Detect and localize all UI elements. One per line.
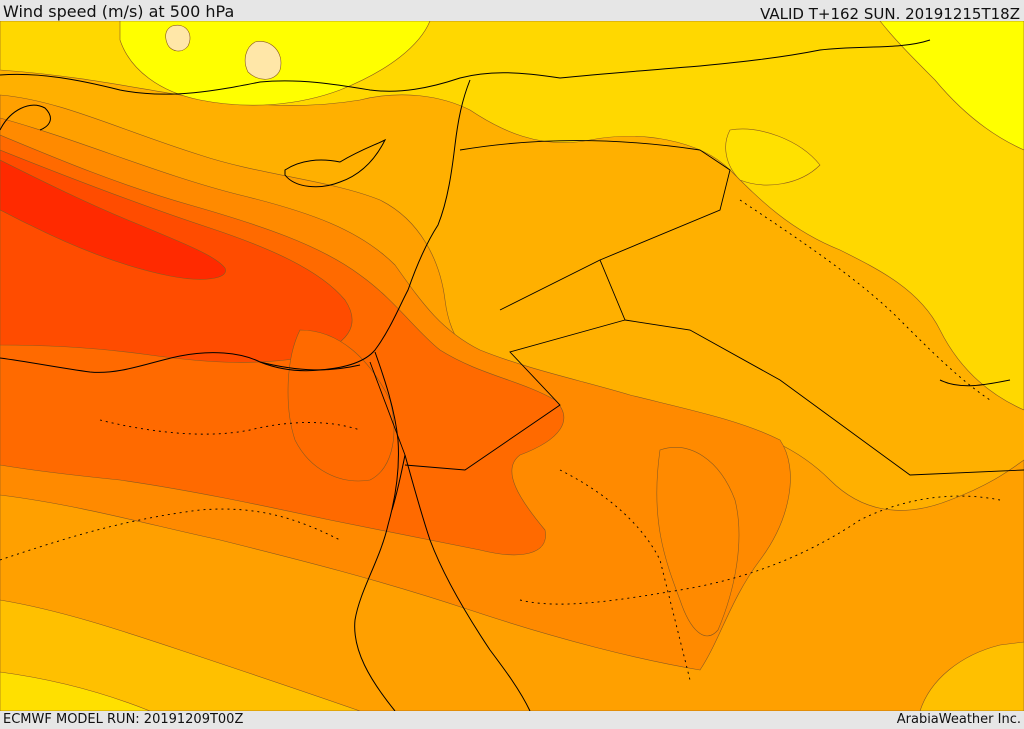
- wind-band-ne-bright: [879, 21, 1024, 151]
- border-iraq-saudi: [624, 319, 1024, 476]
- header-bar: Wind speed (m/s) at 500 hPa VALID T+162 …: [0, 0, 1024, 23]
- coastline-turkey: [0, 39, 931, 95]
- coastline-red-sea-east: [404, 454, 531, 711]
- coastline-africa-north: [0, 79, 471, 373]
- coastline-cyprus: [284, 138, 387, 188]
- border-jordan-saudi: [404, 319, 626, 471]
- region-borders: [0, 199, 1001, 681]
- coastline-gulf-of-aqaba: [391, 454, 406, 511]
- wind-speed-contour-map: [0, 21, 1024, 711]
- wind-cell-pale-2: [165, 24, 191, 52]
- wind-speed-map: [0, 21, 1024, 711]
- model-run-label: ECMWF MODEL RUN: 20191209T00Z: [3, 712, 244, 727]
- country-borders: [369, 140, 1024, 476]
- border-dotted-3: [559, 469, 691, 681]
- wind-patch-ne-yellow: [725, 128, 821, 186]
- coastline-gulf-of-suez: [354, 351, 399, 711]
- wind-core-max: [0, 159, 226, 280]
- valid-time-label: VALID T+162 SUN. 20191215T18Z: [760, 5, 1020, 23]
- wind-patch-central-land: [287, 329, 395, 482]
- coastline-sinai-north: [259, 361, 361, 371]
- wind-band-se-yellow: [919, 641, 1024, 711]
- wind-band-south-bright: [0, 671, 151, 711]
- coastline-gulf-head: [939, 379, 1011, 387]
- wind-patch-east: [656, 447, 740, 637]
- coastline-aegean: [0, 104, 51, 131]
- border-dotted-5: [99, 419, 361, 435]
- map-title: Wind speed (m/s) at 500 hPa: [3, 2, 235, 21]
- wind-cell-pale-1: [244, 41, 282, 80]
- credit-label: ArabiaWeather Inc.: [896, 712, 1021, 727]
- border-turkey-syria: [459, 140, 731, 261]
- footer-bar: ECMWF MODEL RUN: 20191209T00Z ArabiaWeat…: [0, 711, 1024, 729]
- coastlines: [0, 39, 1011, 711]
- border-egypt-israel: [369, 361, 406, 456]
- wind-band-south-yellow: [0, 599, 361, 711]
- border-dotted-1: [0, 508, 341, 561]
